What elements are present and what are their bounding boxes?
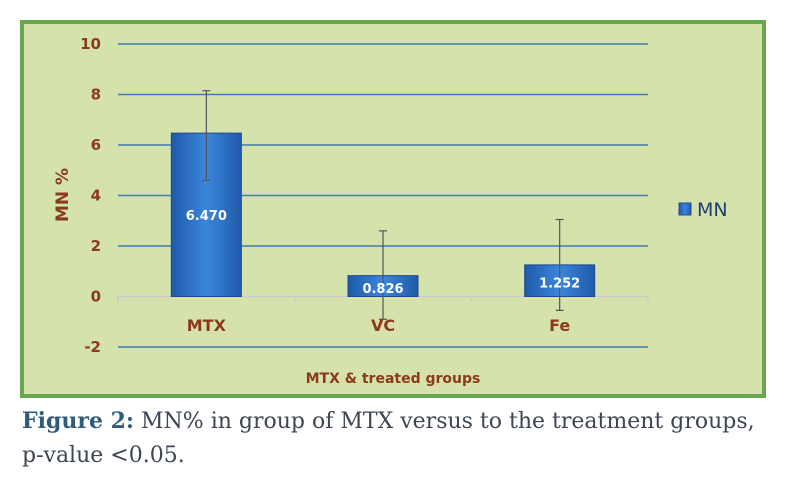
- data-label: 0.826: [362, 282, 403, 297]
- legend-swatch: [679, 203, 691, 215]
- data-label: 1.252: [539, 277, 580, 292]
- y-tick-label: 8: [91, 86, 101, 104]
- x-tick-label: MTX: [187, 316, 227, 335]
- y-tick-label: -2: [84, 338, 101, 356]
- figure-caption: Figure 2: MN% in group of MTX versus to …: [22, 404, 782, 473]
- y-tick-label: 10: [80, 35, 101, 53]
- bar-chart: -2 0 2 4 6 8 10 6.470 MTX 0.826 VC 1.252 Fe MN % MTX…: [0, 0, 789, 400]
- y-axis-label: MN %: [53, 168, 73, 222]
- legend-label: MN: [697, 199, 728, 221]
- data-label: 6.470: [186, 209, 227, 224]
- x-axis-label: MTX & treated groups: [306, 371, 481, 387]
- y-tick-label: 0: [91, 288, 101, 306]
- x-tick-label: VC: [371, 316, 395, 335]
- y-tick-label: 4: [91, 187, 101, 205]
- y-tick-label: 2: [91, 237, 101, 255]
- caption-label: Figure 2:: [22, 408, 134, 434]
- x-tick-label: Fe: [549, 316, 570, 335]
- y-tick-label: 6: [91, 136, 101, 154]
